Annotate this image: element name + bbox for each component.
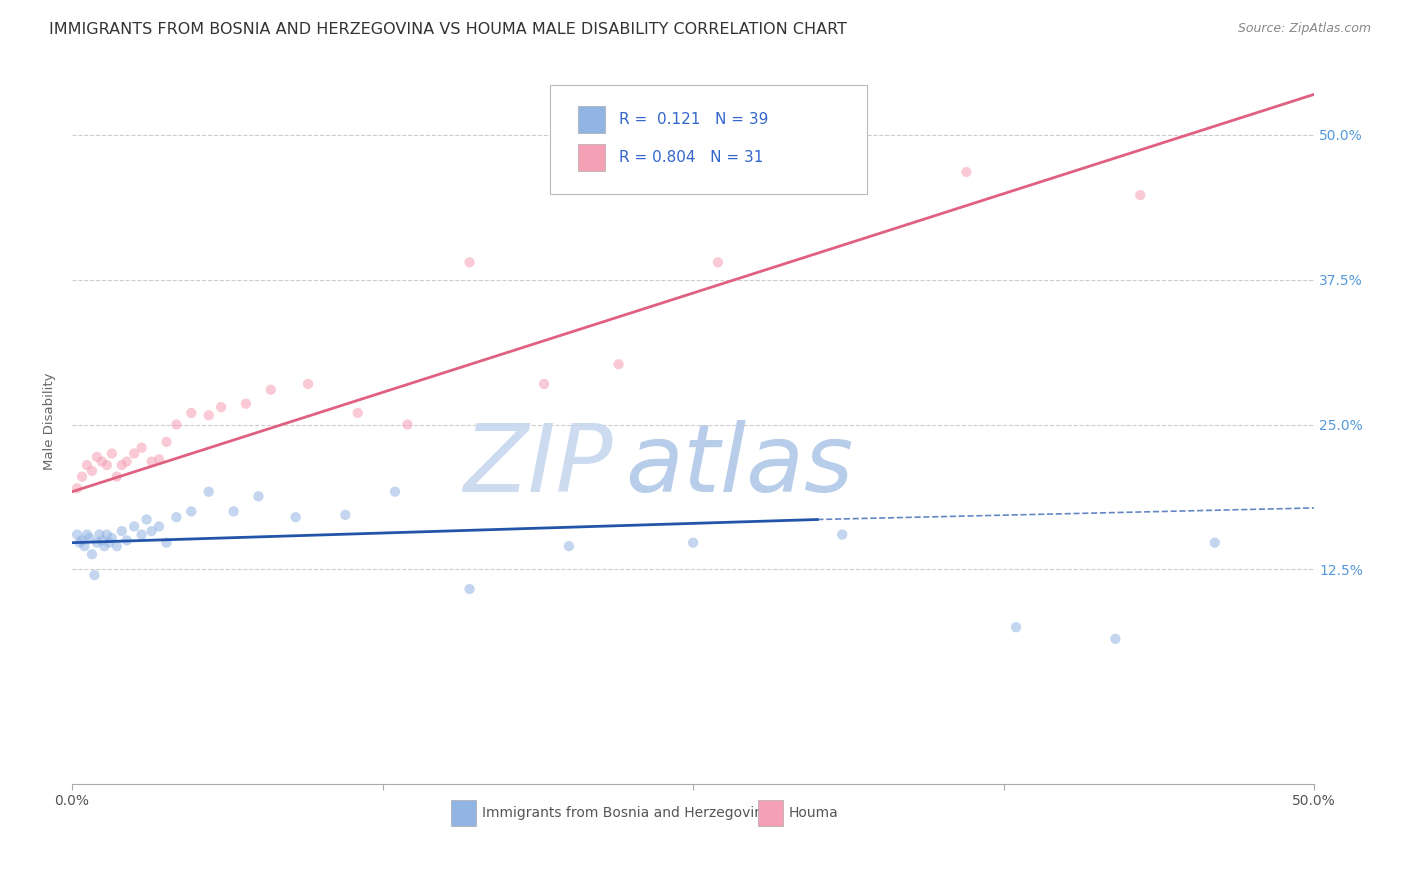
Point [115, 454, 138, 468]
Point [148, 519, 170, 533]
Point [131, 441, 153, 455]
Bar [758, 799, 783, 826]
Point [86, 450, 108, 464]
Text: ZIP: ZIP [463, 419, 613, 510]
Point [76, 527, 98, 541]
Point [80, 547, 103, 561]
Text: IMMIGRANTS FROM BOSNIA AND HERZEGOVINA VS HOUMA MALE DISABILITY CORRELATION CHAR: IMMIGRANTS FROM BOSNIA AND HERZEGOVINA V… [49, 22, 848, 37]
Point [89, 527, 111, 541]
Point [79, 531, 101, 545]
Point [197, 409, 219, 423]
Point [384, 484, 406, 499]
Point [533, 376, 555, 391]
Point [284, 510, 307, 524]
Point [155, 434, 177, 449]
Text: R = 0.804   N = 31: R = 0.804 N = 31 [619, 150, 763, 165]
Point [335, 508, 357, 522]
Point [209, 400, 232, 414]
Point [155, 535, 177, 549]
Point [458, 582, 481, 596]
Point [101, 446, 124, 460]
Point [105, 539, 128, 553]
Point [98, 535, 121, 549]
Point [111, 524, 134, 538]
Point [122, 519, 145, 533]
Point [105, 469, 128, 483]
Point [66, 527, 89, 541]
Point [115, 533, 138, 548]
Point [96, 458, 118, 472]
Point [1129, 188, 1152, 202]
Point [122, 446, 145, 460]
Y-axis label: Male Disability: Male Disability [44, 373, 56, 470]
Bar [578, 144, 605, 171]
Point [831, 527, 853, 541]
Point [297, 376, 319, 391]
Point [1005, 620, 1028, 634]
Point [558, 539, 581, 553]
Point [80, 464, 103, 478]
Point [707, 255, 730, 269]
Point [180, 504, 202, 518]
Point [222, 504, 245, 518]
Point [165, 417, 187, 432]
Point [165, 510, 187, 524]
Point [111, 458, 134, 472]
Point [197, 484, 219, 499]
Point [141, 524, 163, 538]
Point [1204, 535, 1226, 549]
Point [83, 568, 105, 582]
FancyBboxPatch shape [550, 85, 868, 194]
Text: Source: ZipAtlas.com: Source: ZipAtlas.com [1237, 22, 1371, 36]
Point [101, 531, 124, 545]
Point [148, 452, 170, 467]
Point [69, 535, 91, 549]
Point [135, 512, 157, 526]
Point [247, 489, 270, 503]
Point [607, 357, 630, 371]
Point [73, 539, 96, 553]
Point [235, 397, 257, 411]
Text: Immigrants from Bosnia and Herzegovina: Immigrants from Bosnia and Herzegovina [482, 805, 772, 820]
Text: R =  0.121   N = 39: R = 0.121 N = 39 [619, 112, 768, 128]
Point [141, 454, 163, 468]
Bar [451, 799, 475, 826]
Point [70, 469, 93, 483]
Point [955, 165, 977, 179]
Text: Houma: Houma [789, 805, 838, 820]
Point [346, 406, 368, 420]
Point [90, 454, 112, 468]
Point [396, 417, 419, 432]
Bar [578, 106, 605, 134]
Point [260, 383, 283, 397]
Point [76, 458, 98, 472]
Point [458, 255, 481, 269]
Point [90, 533, 112, 548]
Point [96, 527, 118, 541]
Point [180, 406, 202, 420]
Point [1104, 632, 1126, 646]
Point [66, 481, 89, 495]
Point [93, 539, 115, 553]
Point [86, 535, 108, 549]
Text: atlas: atlas [624, 419, 853, 510]
Point [70, 533, 93, 548]
Point [682, 535, 704, 549]
Point [131, 527, 153, 541]
